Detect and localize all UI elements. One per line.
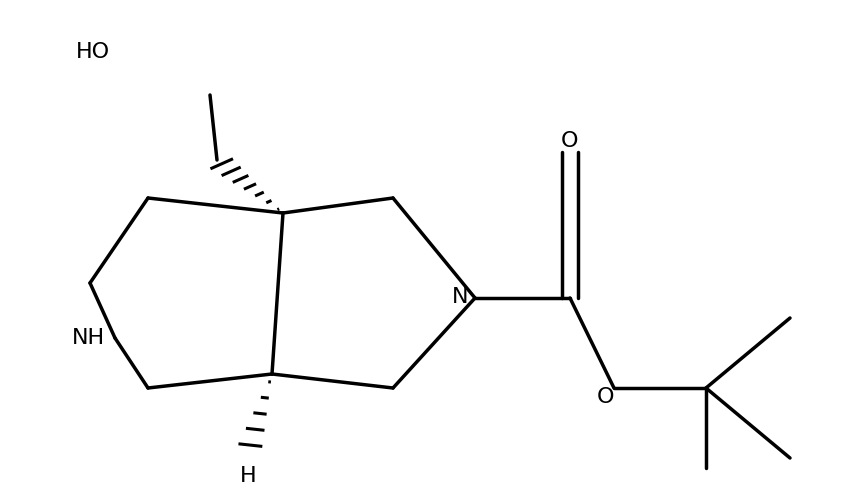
Text: HO: HO <box>76 42 110 62</box>
Text: H: H <box>240 466 256 485</box>
Text: N: N <box>452 287 468 307</box>
Text: O: O <box>597 387 615 407</box>
Text: NH: NH <box>72 328 105 348</box>
Text: O: O <box>562 131 578 151</box>
